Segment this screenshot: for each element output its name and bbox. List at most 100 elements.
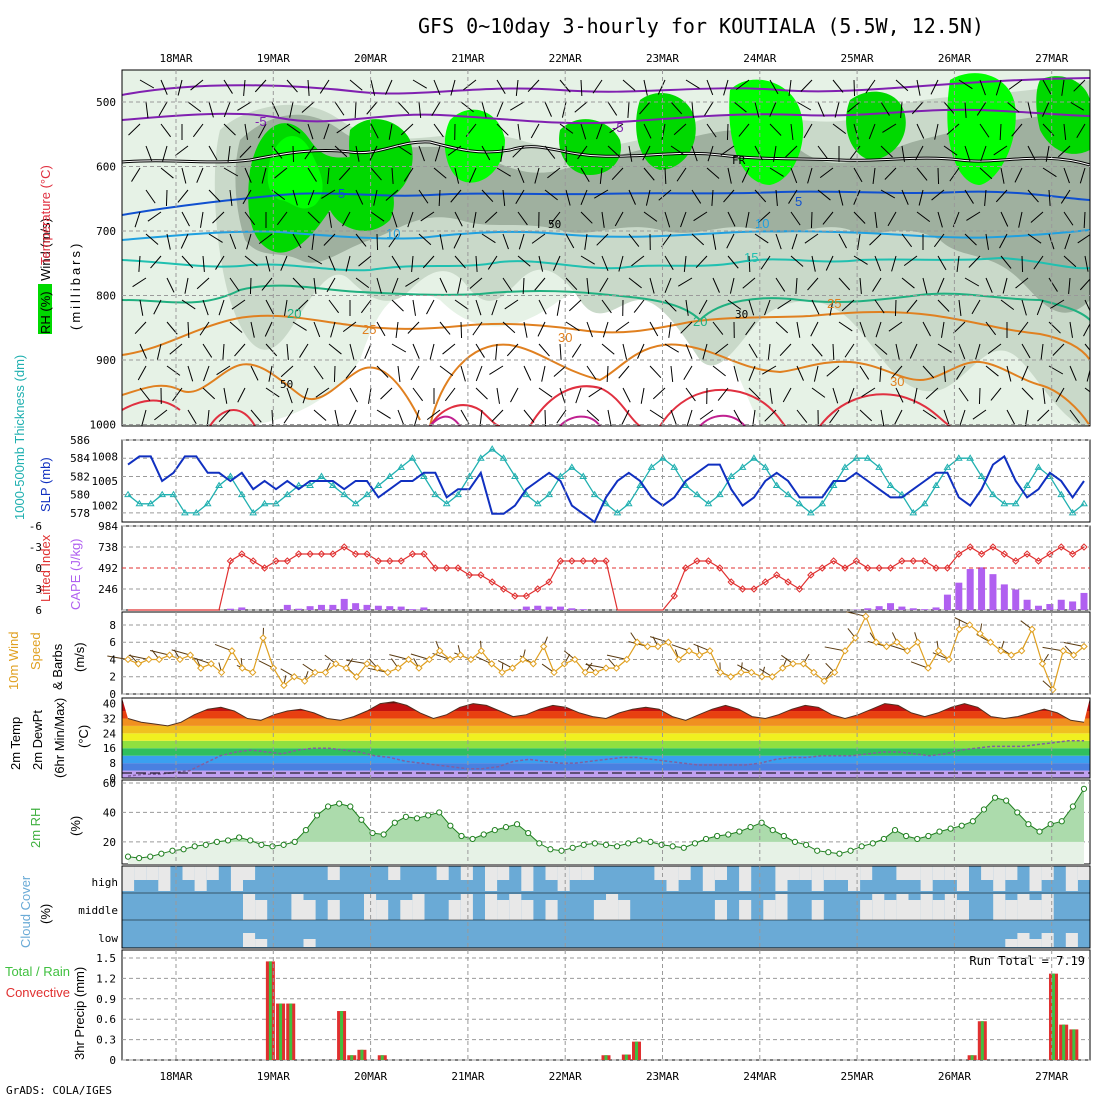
rh-point xyxy=(691,840,699,847)
rh-point xyxy=(869,840,876,847)
wind-speed-point xyxy=(487,660,496,668)
wind-barb xyxy=(804,233,819,244)
wind-barb xyxy=(454,255,466,269)
thickness-point xyxy=(260,499,269,507)
wind-barb xyxy=(370,167,382,181)
wind-barb xyxy=(868,123,876,140)
lifted-index-point xyxy=(568,557,576,565)
wind-barb xyxy=(673,123,687,136)
wind-barb xyxy=(174,145,189,157)
wind-barb xyxy=(874,211,878,228)
thickness-point xyxy=(795,499,804,507)
wind-barb xyxy=(568,299,582,312)
wind-barb xyxy=(1006,409,1015,425)
lifted-index-point xyxy=(511,592,519,600)
thickness-point xyxy=(784,490,792,498)
cloud-clear-cell xyxy=(920,894,933,920)
wind-barb xyxy=(496,167,511,177)
cape-bar xyxy=(989,574,997,610)
isotherm-minus10 xyxy=(122,77,1090,96)
temp-tick: 40 xyxy=(103,698,116,711)
top-date-label: 27MAR xyxy=(1035,52,1068,65)
wind-barb xyxy=(968,255,981,268)
wind-barb xyxy=(276,211,288,226)
cloud-clear-cell xyxy=(545,866,558,880)
slp-tick: 1002 xyxy=(92,500,119,513)
cape-bar xyxy=(955,582,963,610)
wind-speed-point xyxy=(862,612,870,621)
cloud-clear-cell xyxy=(545,900,558,920)
wind-tick: 2 xyxy=(109,671,116,684)
wind-speed-point xyxy=(446,655,454,664)
wind-barb xyxy=(848,387,855,404)
wind-speed-point xyxy=(280,681,288,690)
wind-barb xyxy=(1069,409,1081,424)
wind-barb xyxy=(829,299,834,316)
wind-barb xyxy=(649,365,662,379)
wind-barb xyxy=(1073,79,1086,92)
thickness-point xyxy=(829,481,838,489)
wind-barb xyxy=(691,145,698,162)
wind-barb xyxy=(145,233,159,245)
wind-barb xyxy=(565,321,580,332)
wind-barb xyxy=(261,167,267,184)
wind-barb xyxy=(975,343,981,360)
wind-barb xyxy=(165,189,168,207)
cloud-clear-cell xyxy=(303,939,316,947)
wind-barb xyxy=(686,409,693,426)
wind-barb xyxy=(397,365,401,382)
wind-barb xyxy=(1091,102,1097,117)
rh-point xyxy=(602,841,610,848)
wind-barb xyxy=(649,277,655,294)
wind-barb xyxy=(941,321,945,338)
wind-barb xyxy=(527,79,540,93)
rh2m-unit: (%) xyxy=(68,816,83,836)
thickness-point xyxy=(135,499,144,507)
wind-barb xyxy=(853,167,863,183)
wind-barb xyxy=(838,321,853,332)
cape-tick: 984 xyxy=(98,520,118,533)
rh-point xyxy=(513,821,521,828)
temp-band xyxy=(122,733,1090,741)
wind-barb xyxy=(180,233,189,249)
cloud-clear-cell xyxy=(884,900,897,920)
rh-point xyxy=(213,838,221,845)
wind-barb xyxy=(292,321,307,331)
cloud-clear-cell xyxy=(230,866,243,891)
wind-barb xyxy=(738,123,750,137)
rh-point xyxy=(402,813,410,820)
lifted-index-tick: 6 xyxy=(35,604,42,617)
run-total: Run Total = 7.19 xyxy=(969,954,1085,968)
wind-barb xyxy=(853,211,866,224)
surface-wind-barb xyxy=(910,661,929,669)
cape-bar xyxy=(306,606,314,610)
wind-barb xyxy=(549,211,561,225)
wind-barb xyxy=(742,277,756,289)
wind-speed-point xyxy=(404,655,413,664)
surface-wind-barb xyxy=(954,617,970,626)
wind-barb xyxy=(685,299,689,316)
cloud-clear-cell xyxy=(835,866,848,880)
wind-barb xyxy=(411,255,414,272)
wind-barb xyxy=(628,233,640,247)
thickness-point xyxy=(181,508,189,516)
wind-barb xyxy=(601,299,612,314)
cloud-clear-cell xyxy=(1029,900,1042,920)
wind-barb xyxy=(1033,255,1044,270)
lifted-index-tick: -6 xyxy=(29,520,42,533)
cloud-clear-cell xyxy=(618,900,631,920)
wind-barb xyxy=(903,255,918,267)
wind-barb xyxy=(874,343,888,355)
cloud-clear-cell xyxy=(606,894,619,920)
lifted-index-point xyxy=(488,578,496,586)
cloud-clear-cell xyxy=(122,866,135,891)
wind-speed-point xyxy=(1080,642,1088,651)
wind-barb xyxy=(218,409,231,423)
wind-barb xyxy=(1048,321,1061,334)
wind-speed-point xyxy=(986,638,995,646)
rh-point xyxy=(147,853,154,860)
rh-point xyxy=(469,835,476,843)
wind-barb xyxy=(400,123,414,136)
rh-point xyxy=(836,850,843,857)
rh-point xyxy=(980,806,988,813)
